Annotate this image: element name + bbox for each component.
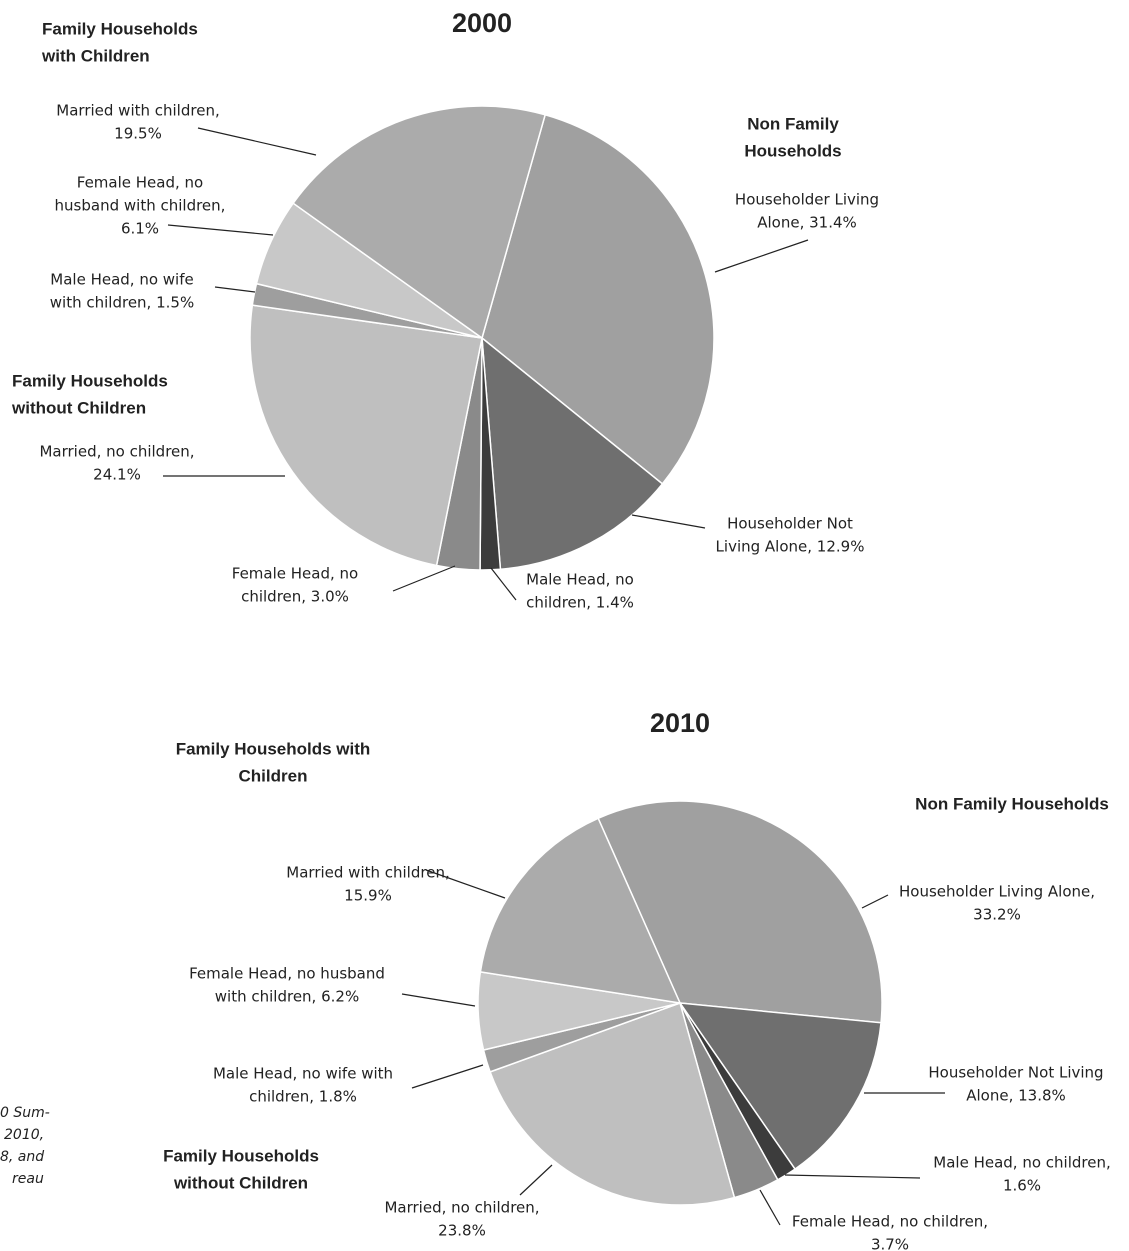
slice-label: 15.9% bbox=[344, 887, 392, 905]
leader-line bbox=[425, 869, 506, 899]
group-label: Children bbox=[239, 766, 308, 785]
pie-slice bbox=[481, 113, 715, 485]
leader-line bbox=[784, 1174, 921, 1179]
slice-label: Alone, 13.8% bbox=[966, 1087, 1066, 1105]
source-text: 2010, bbox=[4, 1127, 44, 1143]
source-text: 8, and bbox=[0, 1149, 44, 1165]
leader-line bbox=[401, 993, 476, 1007]
group-label: without Children bbox=[173, 1173, 308, 1192]
slice-label: 24.1% bbox=[93, 466, 141, 484]
slice-label: Householder Living Alone, bbox=[899, 883, 1095, 901]
slice-label: Householder Not bbox=[727, 515, 853, 533]
slice-label: Female Head, no children, bbox=[792, 1213, 988, 1231]
pie-slice bbox=[489, 1002, 736, 1206]
leader-line bbox=[411, 1064, 484, 1089]
leader-line bbox=[214, 286, 256, 293]
slice-label: 33.2% bbox=[973, 906, 1021, 924]
leader-line bbox=[167, 224, 274, 236]
slice-label: Male Head, no wife with bbox=[213, 1065, 393, 1083]
leader-line bbox=[490, 567, 517, 601]
slice-label: Householder Living bbox=[735, 191, 879, 209]
slice-label: Female Head, no husband bbox=[189, 965, 385, 983]
source-text: reau bbox=[12, 1171, 44, 1187]
slice-label: children, 3.0% bbox=[241, 588, 349, 606]
chart-title: 2010 bbox=[650, 708, 710, 738]
pie-slice bbox=[249, 304, 483, 567]
slice-label: Female Head, no bbox=[77, 174, 203, 192]
slice-label: children, 1.4% bbox=[526, 594, 634, 612]
slice-label: 6.1% bbox=[121, 220, 159, 238]
group-label: Non Family bbox=[747, 114, 839, 133]
slice-label: Married with children, bbox=[286, 864, 449, 882]
group-label: Family Households bbox=[163, 1146, 319, 1165]
slice-label: Married with children, bbox=[56, 102, 219, 120]
slice-label: Alone, 31.4% bbox=[757, 214, 857, 232]
group-label: Households bbox=[744, 141, 841, 160]
slice-label: Married, no children, bbox=[39, 443, 194, 461]
slice-label: Householder Not Living bbox=[928, 1064, 1103, 1082]
group-label: with Children bbox=[41, 46, 150, 65]
leader-line bbox=[197, 127, 317, 156]
leader-line bbox=[519, 1164, 553, 1196]
slice-label: 23.8% bbox=[438, 1222, 486, 1240]
slice-label: 1.6% bbox=[1003, 1177, 1041, 1195]
leader-line bbox=[861, 894, 889, 909]
group-label: Non Family Households bbox=[915, 794, 1109, 813]
slice-label: with children, 1.5% bbox=[50, 294, 194, 312]
slice-label: Male Head, no wife bbox=[50, 271, 193, 289]
slice-label: husband with children, bbox=[55, 197, 226, 215]
slice-label: Living Alone, 12.9% bbox=[716, 538, 865, 556]
slice-label: children, 1.8% bbox=[249, 1088, 357, 1106]
leader-line bbox=[714, 239, 809, 273]
leader-line bbox=[631, 514, 706, 529]
pie-slice bbox=[678, 1002, 882, 1171]
slice-label: 19.5% bbox=[114, 125, 162, 143]
pie-slice bbox=[479, 817, 682, 1004]
slice-label: Male Head, no children, bbox=[933, 1154, 1110, 1172]
chart-title: 2000 bbox=[452, 8, 512, 38]
pie-slice bbox=[292, 105, 547, 340]
slice-label: 3.7% bbox=[871, 1236, 909, 1251]
leader-line bbox=[759, 1189, 781, 1226]
pie-slice bbox=[597, 800, 883, 1024]
slice-label: with children, 6.2% bbox=[215, 988, 359, 1006]
slice-label: Female Head, no bbox=[232, 565, 358, 583]
pie-slice bbox=[481, 336, 664, 571]
group-label: Family Households bbox=[12, 371, 168, 390]
group-label: Family Households bbox=[42, 19, 198, 38]
source-text: 0 Sum- bbox=[0, 1105, 50, 1121]
group-label: without Children bbox=[11, 398, 146, 417]
slice-label: Male Head, no bbox=[526, 571, 634, 589]
slice-label: Married, no children, bbox=[384, 1199, 539, 1217]
group-label: Family Households with bbox=[176, 739, 371, 758]
leader-line bbox=[392, 565, 456, 592]
